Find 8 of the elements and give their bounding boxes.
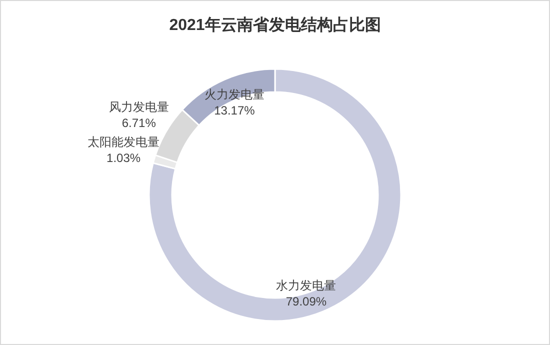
slice-label: 水力发电量 (276, 278, 336, 292)
slice-label: 太阳能发电量 (88, 134, 160, 149)
chart-title: 2021年云南省发电结构占比图 (169, 16, 381, 34)
slice-label: 风力发电量 (108, 100, 169, 114)
data-label: 13.17% (214, 104, 256, 118)
data-label: 1.03% (106, 150, 141, 165)
data-label: 79.09% (286, 294, 327, 308)
data-label: 6.71% (122, 116, 156, 130)
